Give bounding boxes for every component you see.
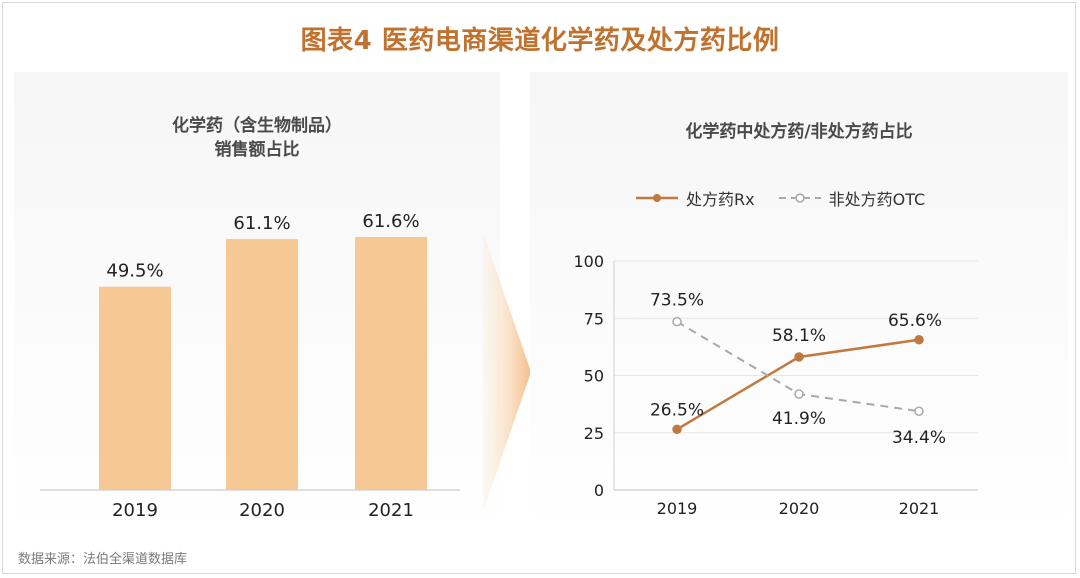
page-title: 图表4 医药电商渠道化学药及处方药比例 bbox=[300, 26, 780, 56]
x-tick-label: 2019 bbox=[657, 499, 698, 518]
source-note: 数据来源：法伯全渠道数据库 bbox=[18, 552, 188, 567]
transition-arrow-icon bbox=[483, 232, 531, 512]
bar-2021 bbox=[355, 237, 427, 490]
series-point-otc bbox=[794, 389, 804, 399]
y-tick-label: 100 bbox=[573, 252, 604, 271]
bar-chart-title: 化学药（含生物制品） 销售额占比 bbox=[14, 114, 500, 162]
bar-x-tick-label: 2020 bbox=[239, 500, 285, 521]
bar-x-tick-label: 2019 bbox=[112, 500, 158, 521]
legend-otc-marker-icon bbox=[778, 193, 821, 203]
bar-chart: 49.5% 2019 61.1% 2020 61.6% 2021 bbox=[40, 211, 460, 521]
otc-data-label: 73.5% bbox=[650, 291, 704, 311]
bar-2019 bbox=[99, 286, 171, 490]
bar-data-label: 49.5% bbox=[106, 261, 163, 282]
legend-label-rx: 处方药Rx bbox=[686, 190, 755, 209]
line-chart: 0 25 50 75 100 2019 2020 2021 26.5% 58.1% 65.6% 73.… bbox=[573, 252, 978, 518]
series-point-rx bbox=[794, 352, 804, 362]
rx-data-label: 65.6% bbox=[888, 311, 942, 331]
series-point-otc bbox=[914, 406, 924, 416]
y-tick-label: 75 bbox=[584, 309, 604, 328]
rx-data-label: 26.5% bbox=[650, 400, 704, 420]
series-point-rx bbox=[672, 424, 682, 435]
series-point-otc bbox=[672, 316, 682, 327]
legend-label-otc: 非处方药OTC bbox=[828, 190, 926, 209]
legend-item-otc: 非处方药OTC bbox=[777, 186, 926, 210]
bar-chart-title-line1: 化学药（含生物制品） bbox=[172, 116, 342, 136]
bar-x-tick-label: 2021 bbox=[368, 500, 414, 521]
otc-data-label: 41.9% bbox=[772, 409, 826, 429]
bar-data-label: 61.1% bbox=[233, 213, 290, 234]
series-point-rx bbox=[914, 335, 924, 345]
line-chart-legend: 处方药Rx 非处方药OTC bbox=[634, 186, 947, 210]
bar-data-label: 61.6% bbox=[362, 211, 419, 232]
line-chart-title: 化学药中处方药/非处方药占比 bbox=[685, 122, 913, 142]
line-chart-panel bbox=[530, 72, 1068, 538]
legend-rx-marker-icon bbox=[636, 194, 678, 202]
legend-item-rx: 处方药Rx bbox=[634, 186, 755, 210]
bar-chart-title-line2: 销售额占比 bbox=[214, 140, 300, 160]
y-tick-label: 25 bbox=[584, 424, 604, 443]
otc-data-label: 34.4% bbox=[892, 428, 946, 448]
x-tick-label: 2020 bbox=[779, 499, 820, 518]
y-tick-label: 50 bbox=[584, 367, 604, 386]
y-tick-label: 0 bbox=[594, 481, 604, 500]
x-tick-label: 2021 bbox=[899, 499, 940, 518]
bar-2020 bbox=[226, 239, 298, 490]
rx-data-label: 58.1% bbox=[772, 326, 826, 346]
